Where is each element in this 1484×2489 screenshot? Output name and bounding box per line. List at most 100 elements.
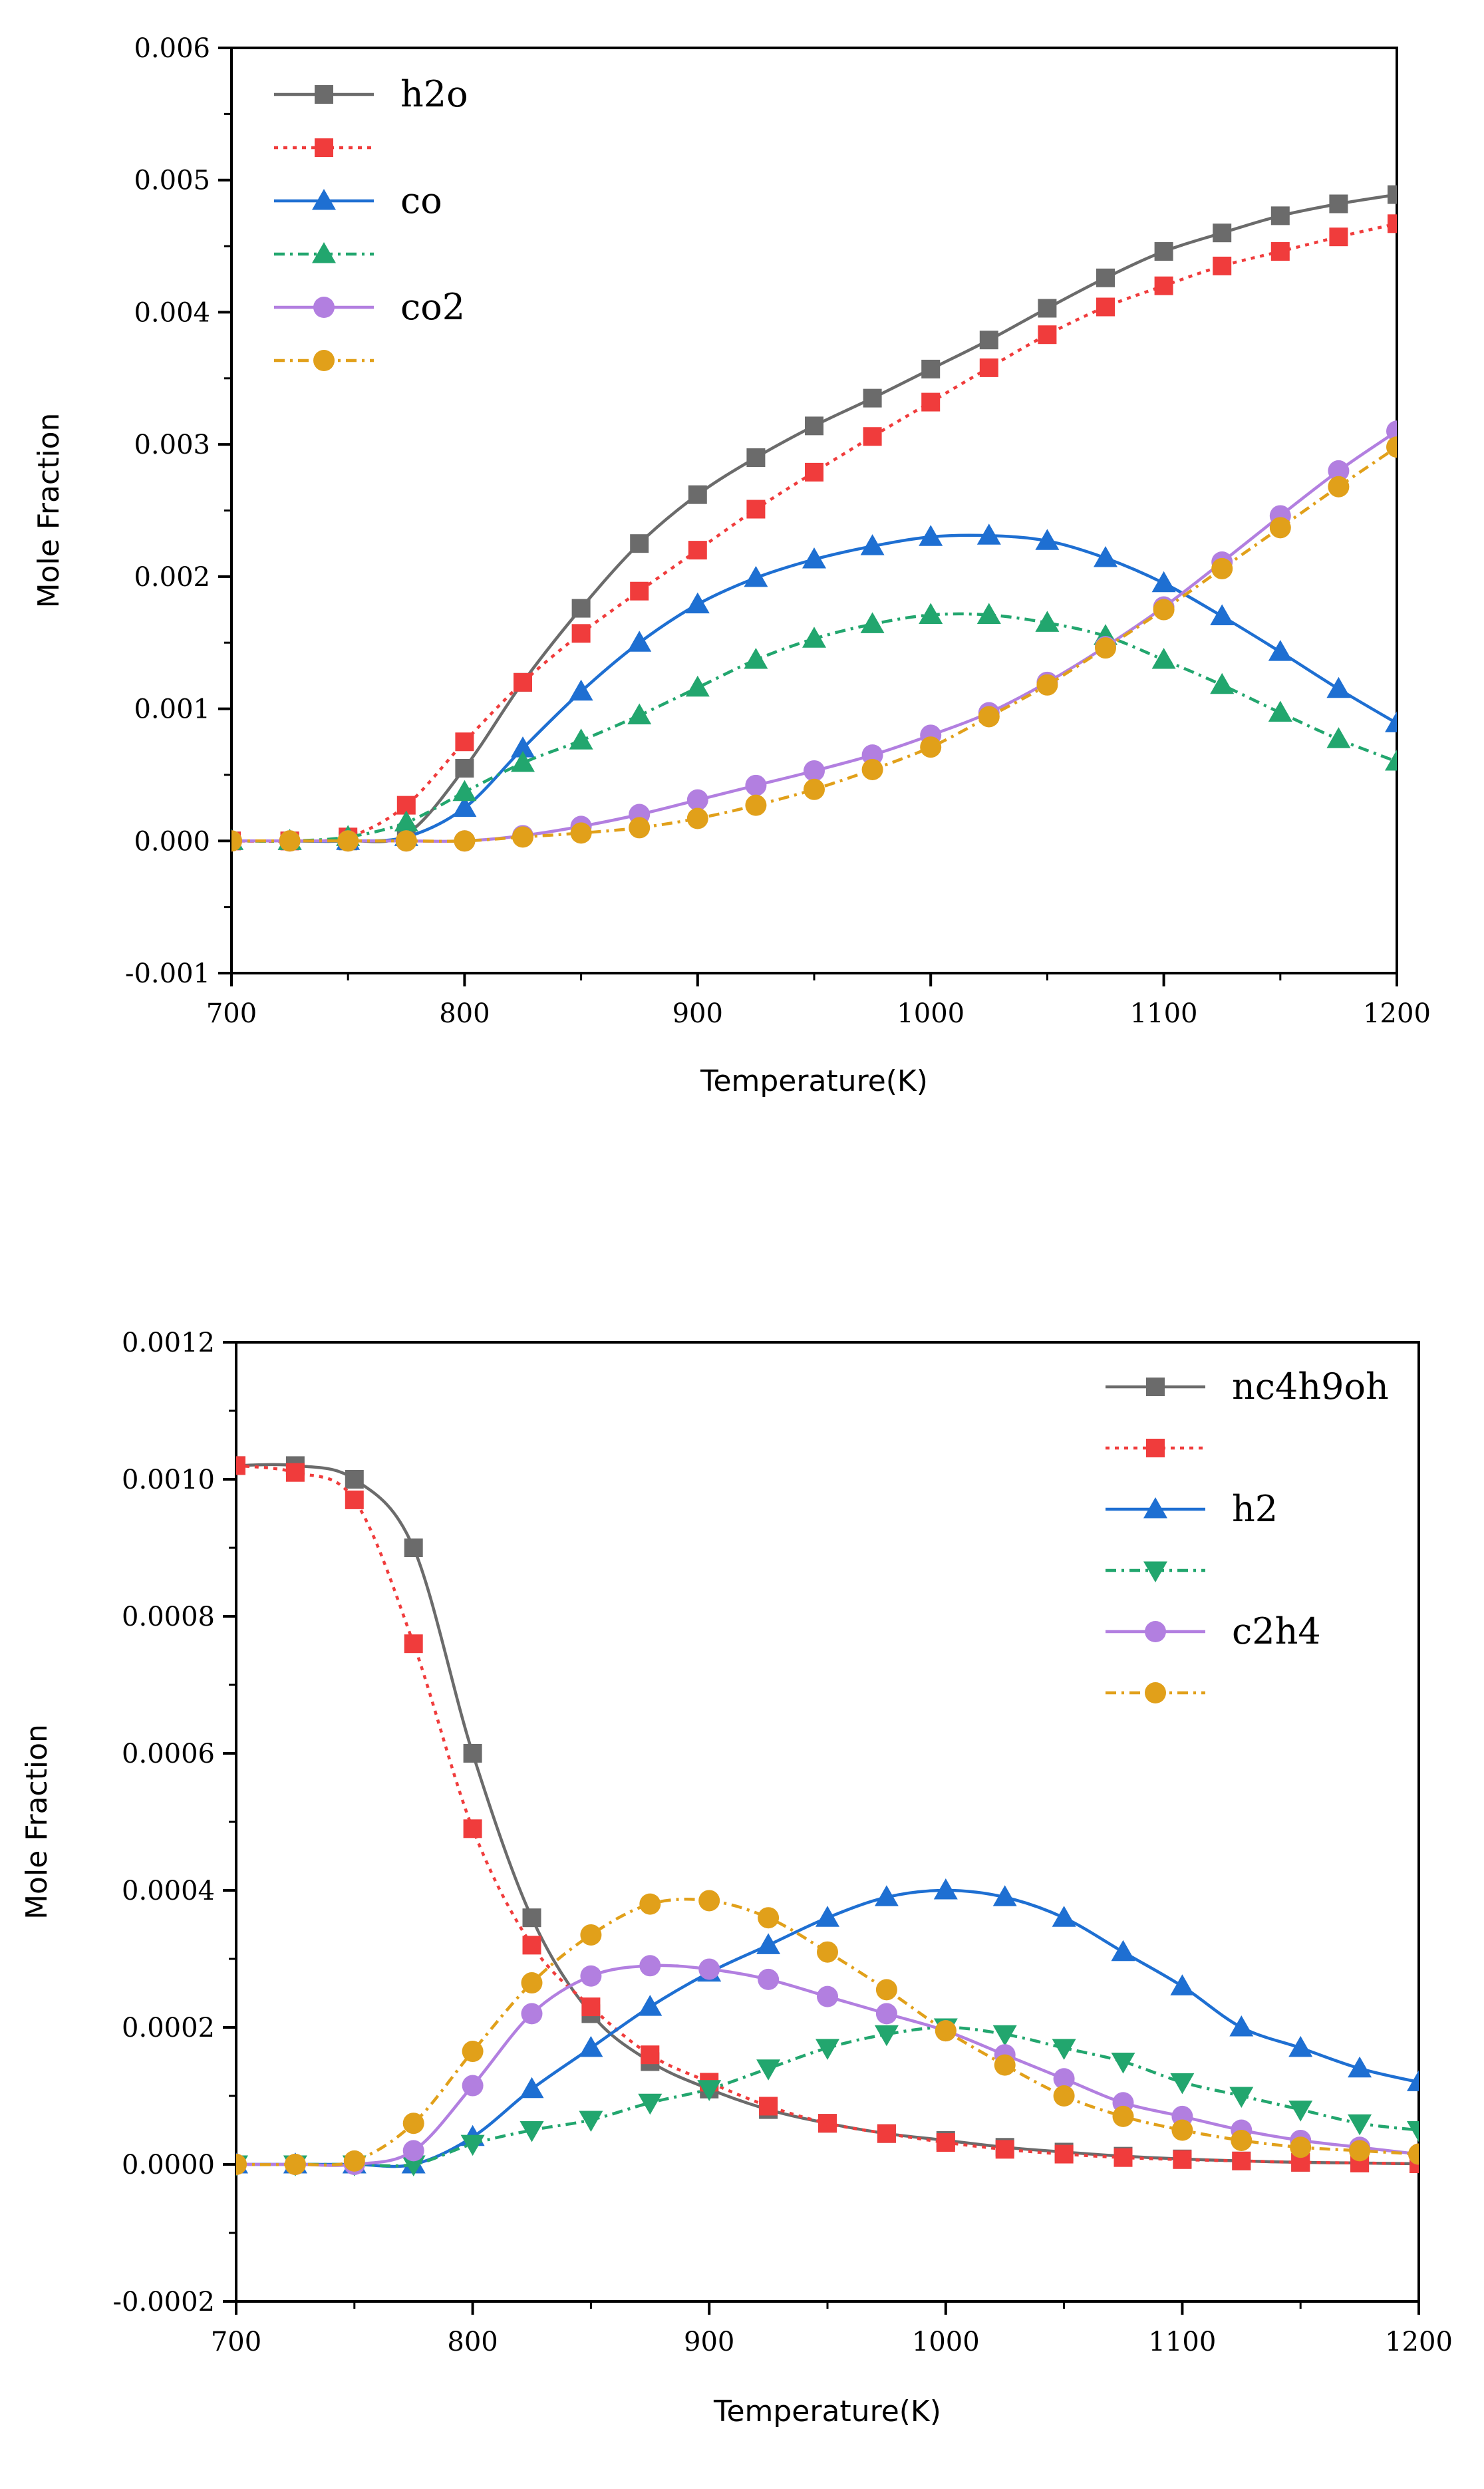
y-tick-label: 0.0006 — [122, 1739, 215, 1769]
series-series5 — [231, 436, 1397, 852]
data-point — [686, 789, 708, 811]
data-point — [685, 675, 710, 697]
data-point — [1210, 672, 1235, 694]
legend-marker — [1145, 1682, 1166, 1703]
data-point — [919, 603, 943, 624]
data-point — [285, 1463, 305, 1482]
data-point — [627, 703, 652, 725]
data-point — [1329, 194, 1348, 214]
data-point — [627, 631, 652, 652]
data-point — [994, 2054, 1016, 2076]
data-point — [1326, 676, 1351, 698]
legend-marker — [1143, 1561, 1167, 1582]
chart-bottom: 700 800 900 1000 1100 1200 -0.0002 0.0000 0.0002… — [20, 1328, 1453, 2428]
data-point — [933, 1878, 958, 1900]
chart-top: 700 800 900 1000 1100 1200 -0.001 0.000 0.001 0.0… — [32, 33, 1431, 1098]
x-tick-label: 1200 — [1385, 2327, 1453, 2357]
data-point — [1386, 420, 1397, 442]
data-point — [284, 2154, 306, 2175]
y-tick-label: 0.0004 — [122, 1876, 215, 1906]
y-axis-title: Mole Fraction — [32, 413, 66, 609]
data-point — [401, 2155, 426, 2176]
legend-marker — [1146, 1378, 1165, 1396]
data-point — [1328, 460, 1350, 482]
series-series1 — [236, 1456, 1419, 2173]
data-point — [1326, 727, 1351, 748]
y-tick-label: 0.0008 — [122, 1602, 215, 1632]
series-nc4h9oh — [236, 1456, 1419, 2173]
data-point — [744, 565, 768, 587]
y-tick-label: 0.002 — [134, 562, 210, 593]
data-point — [1038, 325, 1057, 345]
data-point — [1096, 268, 1115, 287]
legend-label: co2 — [400, 286, 465, 328]
data-point — [452, 780, 477, 802]
data-point — [1288, 2035, 1313, 2057]
y-tick-label: 0.0012 — [122, 1328, 215, 1358]
data-point — [1035, 611, 1060, 632]
data-point — [992, 2025, 1017, 2047]
data-point — [569, 728, 593, 750]
data-point — [1210, 604, 1235, 625]
data-point — [570, 822, 592, 844]
data-point — [404, 1634, 423, 1654]
data-point — [1095, 637, 1116, 659]
data-point — [976, 523, 1001, 545]
y-tick-label: 0.005 — [134, 166, 210, 196]
data-point — [920, 736, 942, 758]
series-line — [231, 222, 1397, 843]
data-point — [1052, 2039, 1076, 2060]
data-point — [921, 359, 941, 378]
legend-marker — [312, 189, 336, 210]
data-point — [514, 672, 532, 692]
y-axis-title: Mole Fraction — [20, 1724, 54, 1920]
data-point — [1171, 2119, 1193, 2141]
data-point — [745, 774, 767, 796]
data-point — [402, 2113, 424, 2134]
data-point — [519, 2121, 544, 2142]
data-point — [860, 534, 885, 555]
data-point — [629, 817, 651, 839]
y-tick-label: 0.0002 — [122, 2013, 215, 2043]
data-point — [877, 2124, 896, 2143]
data-point — [818, 2114, 837, 2133]
data-point — [579, 2035, 603, 2057]
y-tick-label: 0.003 — [134, 430, 210, 460]
data-point — [522, 1936, 541, 1955]
data-point — [638, 1995, 663, 2016]
legend-marker — [1143, 1497, 1167, 1519]
data-point — [522, 1908, 541, 1928]
data-point — [698, 1958, 720, 1980]
data-point — [804, 778, 825, 800]
data-point — [921, 392, 941, 412]
data-point — [805, 462, 823, 482]
data-point — [698, 1890, 720, 1912]
data-point — [1112, 2105, 1134, 2127]
data-point — [231, 830, 242, 852]
data-point — [1053, 2085, 1075, 2107]
data-point — [860, 612, 885, 633]
data-point — [1348, 2114, 1372, 2136]
data-point — [874, 1885, 899, 1906]
data-point — [1348, 2056, 1372, 2078]
legend: nc4h9oh h2 c2h4 — [1106, 1366, 1389, 1703]
data-point — [816, 2039, 839, 2060]
data-point — [1290, 2136, 1312, 2158]
data-point — [1408, 2143, 1419, 2165]
data-point — [519, 2077, 544, 2099]
data-point — [1229, 2015, 1254, 2037]
data-point — [455, 758, 474, 778]
data-point — [817, 1941, 838, 1963]
data-point — [1349, 2140, 1371, 2162]
data-point — [817, 1985, 838, 2007]
data-point — [511, 751, 535, 772]
data-point — [1407, 2121, 1419, 2142]
data-point — [1151, 571, 1176, 593]
data-point — [802, 627, 826, 648]
data-point — [1111, 2053, 1135, 2074]
data-point — [758, 1968, 780, 1990]
data-point — [460, 2134, 485, 2156]
data-point — [1113, 2148, 1133, 2167]
data-point — [1036, 674, 1058, 696]
y-tick-label: -0.0002 — [113, 2287, 215, 2317]
